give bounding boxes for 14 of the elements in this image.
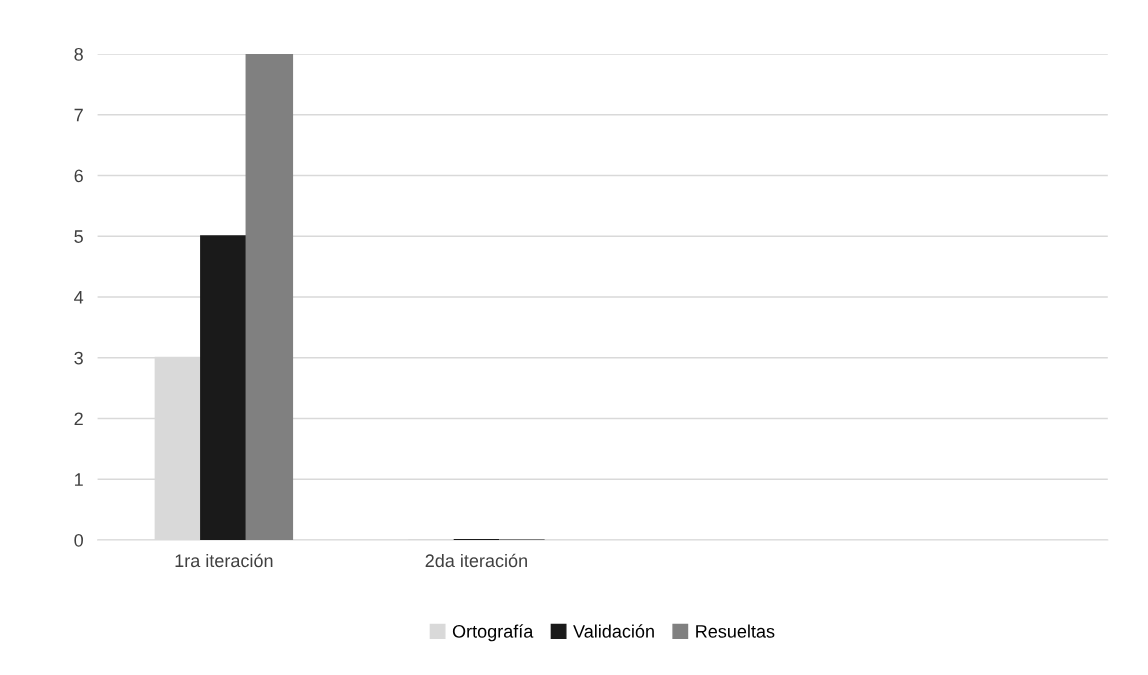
legend-label: Ortografía (452, 624, 534, 642)
y-tick-label: 2 (74, 412, 83, 426)
legend-label: Validación (573, 624, 654, 638)
y-tick-label: 0 (74, 533, 83, 547)
y-tick-label: 5 (74, 230, 83, 243)
x-tick-label: 1ra iteración (175, 553, 273, 568)
y-tick-label: 8 (74, 47, 83, 61)
x-tick-label: 2da iteración (425, 553, 527, 568)
y-tick-label: 3 (74, 351, 83, 365)
y-tick-label: 4 (74, 291, 84, 304)
y-tick-label: 6 (74, 169, 83, 183)
y-tick-label: 1 (75, 473, 83, 486)
legend-label: Resueltas (696, 624, 775, 638)
y-tick-label: 7 (74, 108, 83, 122)
